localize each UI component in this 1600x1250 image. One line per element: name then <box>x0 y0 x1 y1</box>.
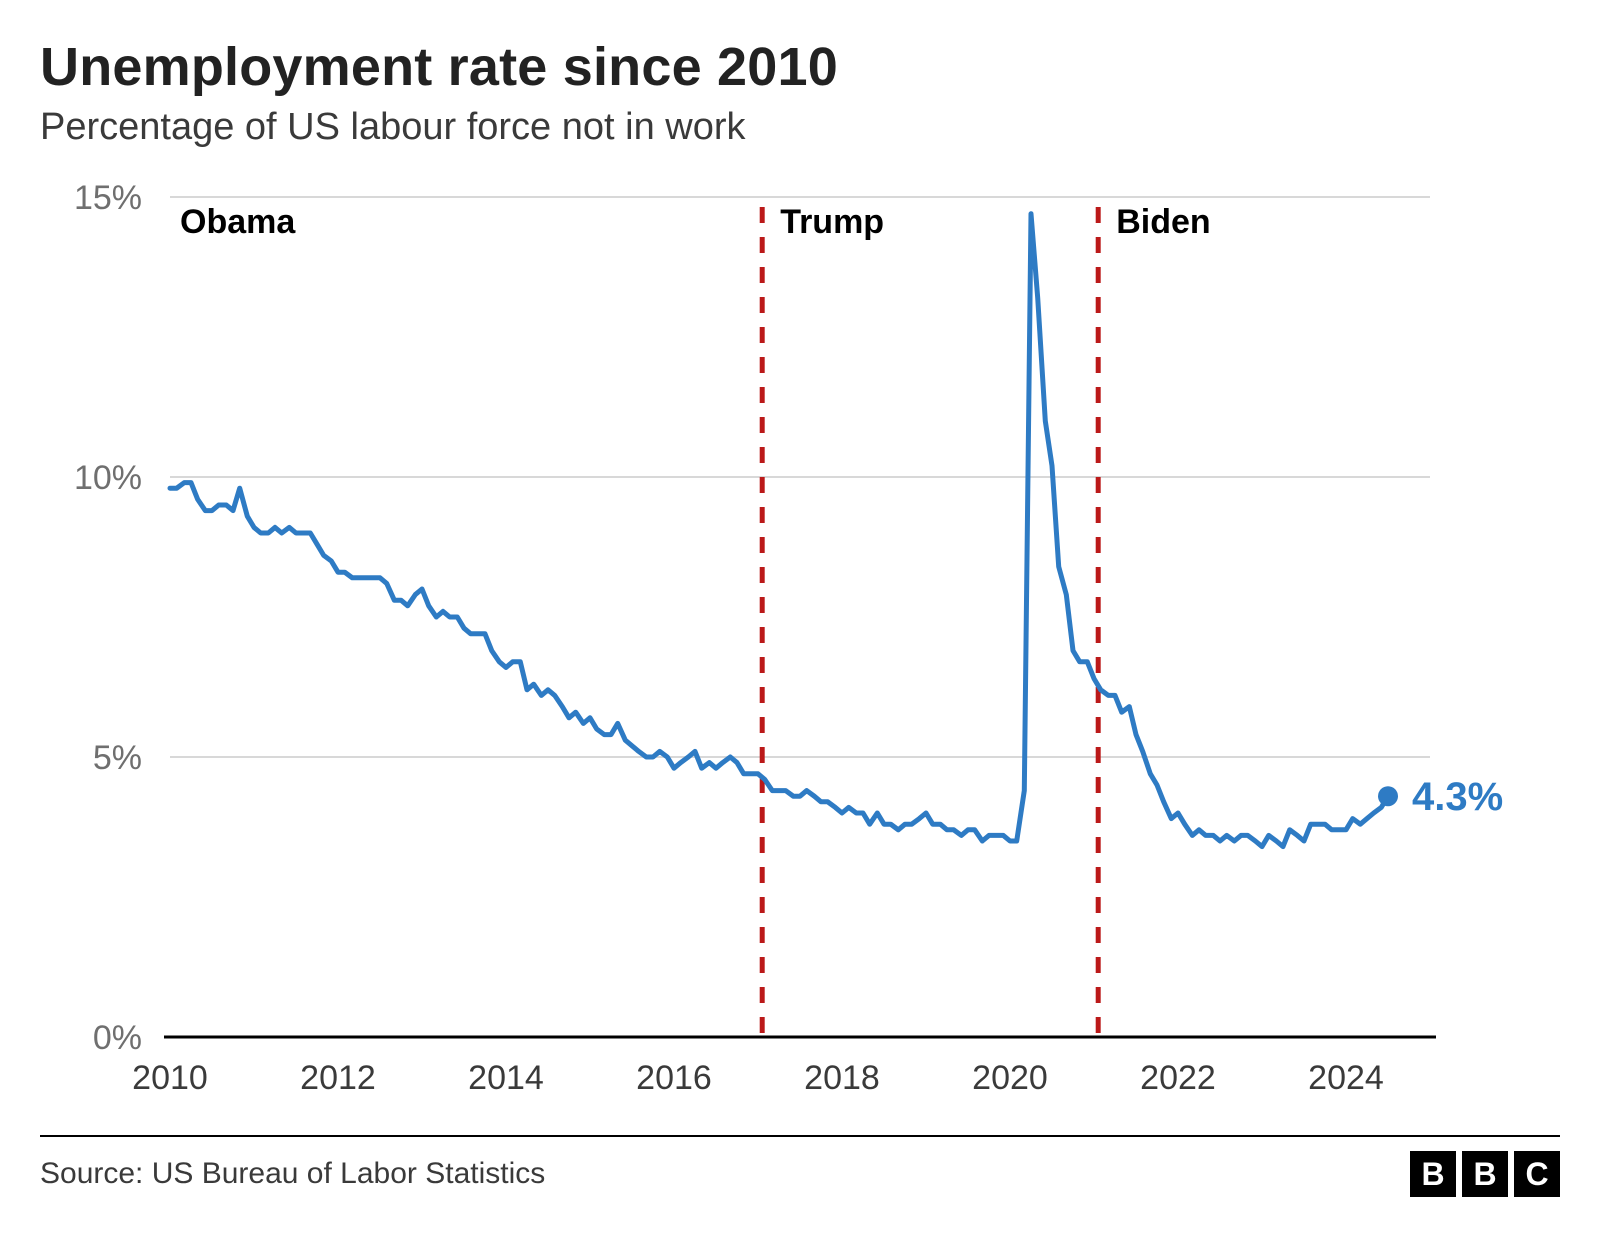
end-value-label: 4.3% <box>1412 775 1503 819</box>
chart-svg: 0% 5% 10% 15% 2010 2012 2014 2016 2018 2020 2022 20… <box>40 167 1560 1127</box>
plot-area: 0% 5% 10% 15% 2010 2012 2014 2016 2018 2020 2022 20… <box>40 167 1560 1127</box>
x-tick-label: 2024 <box>1308 1059 1384 1097</box>
bbc-logo-letter: B <box>1462 1151 1508 1197</box>
bbc-logo: B B C <box>1410 1151 1560 1197</box>
x-tick-label: 2022 <box>1140 1059 1216 1097</box>
x-tick-label: 2012 <box>300 1059 376 1097</box>
y-tick-label: 10% <box>74 459 142 497</box>
admin-label: Obama <box>180 203 296 241</box>
admin-label: Biden <box>1116 203 1210 241</box>
x-tick-label: 2020 <box>972 1059 1048 1097</box>
source-text: Source: US Bureau of Labor Statistics <box>40 1157 545 1191</box>
chart-footer: Source: US Bureau of Labor Statistics B … <box>40 1135 1560 1197</box>
x-tick-label: 2018 <box>804 1059 880 1097</box>
x-tick-label: 2010 <box>132 1059 208 1097</box>
chart-subtitle: Percentage of US labour force not in wor… <box>40 106 1560 149</box>
bbc-logo-letter: C <box>1514 1151 1560 1197</box>
admin-label: Trump <box>780 203 884 241</box>
end-marker <box>1378 786 1398 806</box>
y-tick-label: 0% <box>93 1019 142 1057</box>
x-tick-label: 2014 <box>468 1059 544 1097</box>
chart-container: Unemployment rate since 2010 Percentage … <box>0 0 1600 1250</box>
x-tick-label: 2016 <box>636 1059 712 1097</box>
chart-title: Unemployment rate since 2010 <box>40 36 1560 98</box>
bbc-logo-letter: B <box>1410 1151 1456 1197</box>
series-line <box>170 214 1388 847</box>
y-tick-label: 15% <box>74 179 142 217</box>
y-tick-label: 5% <box>93 739 142 777</box>
